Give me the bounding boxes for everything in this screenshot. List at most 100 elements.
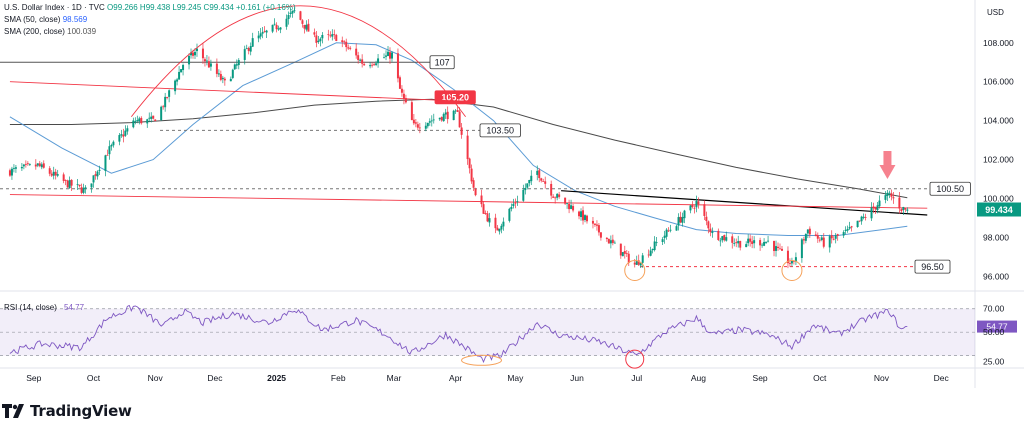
candle-2024-11-25 — [201, 48, 204, 59]
candle-2025-09-30 — [816, 235, 819, 239]
candle-2025-04-16 — [484, 213, 487, 214]
candle-2024-10-28 — [146, 119, 149, 124]
price-tick-label: 108.000 — [983, 38, 1014, 48]
candle-2025-01-29 — [331, 34, 334, 37]
candle-2024-12-09 — [229, 78, 232, 82]
candle-2025-07-18 — [669, 229, 672, 231]
candle-2025-03-04 — [398, 77, 401, 89]
candle-2024-12-31 — [273, 23, 276, 25]
candle-2025-06-10 — [593, 223, 596, 225]
candle-2024-08-28 — [24, 164, 27, 165]
candle-2025-01-22 — [317, 40, 320, 42]
candle-2025-08-26 — [747, 238, 750, 244]
candle-2024-12-02 — [215, 63, 218, 74]
candle-2024-10-31 — [152, 115, 155, 119]
candle-2025-05-30 — [572, 206, 575, 211]
trendline-2 — [9, 81, 462, 102]
candle-2025-05-09 — [530, 175, 533, 182]
candle-2025-05-15 — [542, 181, 545, 182]
candle-2025-08-06 — [707, 221, 710, 229]
candle-2025-01-07 — [287, 15, 290, 20]
last-price-tag — [977, 202, 1021, 217]
candle-2025-09-24 — [804, 233, 807, 241]
candle-2025-01-08 — [289, 12, 292, 14]
candle-2025-05-16 — [544, 181, 547, 184]
level-box-96.50 — [914, 259, 951, 274]
candle-2025-03-11 — [412, 119, 415, 124]
candle-2024-11-07 — [166, 97, 169, 98]
last-price-label: 99.434 — [985, 205, 1013, 215]
candle-2025-08-18 — [731, 236, 734, 243]
candle-2024-10-29 — [148, 117, 151, 119]
candle-2025-07-03 — [639, 263, 642, 266]
candle-2025-05-14 — [540, 178, 543, 181]
candle-2025-06-26 — [625, 253, 628, 255]
candle-2025-05-05 — [522, 189, 525, 201]
candle-2025-10-23 — [862, 216, 865, 218]
candle-2024-10-24 — [138, 118, 141, 122]
candle-2024-12-27 — [265, 30, 268, 33]
candle-2025-10-09 — [834, 235, 837, 239]
candle-2025-03-28 — [446, 111, 449, 120]
candle-2025-07-23 — [679, 216, 682, 223]
time-axis-label: 2025 — [267, 373, 286, 383]
candle-2025-05-07 — [526, 183, 529, 188]
candle-2025-02-05 — [345, 41, 348, 48]
tradingview-brand[interactable]: TradingView — [2, 400, 132, 422]
candle-2024-08-26 — [20, 167, 23, 169]
trendline-1 — [561, 190, 928, 216]
candle-2024-11-12 — [176, 79, 179, 82]
candle-2025-09-25 — [806, 229, 809, 234]
rsi-pane[interactable]: RSI (14, close) 54.77 54.77 — [0, 303, 1017, 369]
candle-2025-06-12 — [597, 225, 600, 233]
candle-2025-02-27 — [389, 52, 391, 59]
candle-2025-01-28 — [329, 35, 332, 37]
candle-2024-10-18 — [126, 128, 129, 132]
candle-2024-11-19 — [190, 52, 193, 56]
candle-2025-03-27 — [444, 112, 447, 115]
candle-2024-09-25 — [80, 187, 83, 193]
candle-2025-10-07 — [830, 235, 833, 239]
candle-2025-06-09 — [591, 220, 594, 224]
candle-2024-11-11 — [174, 80, 177, 92]
candle-2025-02-20 — [375, 63, 378, 65]
candle-2025-07-30 — [693, 207, 696, 209]
candle-2024-12-23 — [257, 35, 260, 39]
candle-2025-07-22 — [677, 217, 680, 226]
candle-2025-11-10 — [898, 197, 901, 209]
time-axis-label: Dec — [207, 373, 223, 383]
candle-2024-12-30 — [271, 24, 274, 32]
candle-2025-08-25 — [745, 244, 748, 248]
candle-2025-07-31 — [695, 200, 698, 208]
time-axis-label: Nov — [874, 373, 890, 383]
candle-2024-09-26 — [82, 187, 85, 193]
candle-2025-07-11 — [655, 242, 658, 244]
candle-2025-02-10 — [355, 48, 358, 56]
candle-2024-10-11 — [112, 141, 115, 146]
candle-2025-03-24 — [438, 117, 441, 120]
time-axis-label: Apr — [449, 373, 462, 383]
level-label-107: 107 — [435, 57, 450, 67]
candle-2024-09-03 — [36, 163, 39, 166]
candle-2025-08-14 — [723, 235, 726, 241]
candle-2025-08-27 — [749, 238, 752, 242]
candle-2024-10-17 — [124, 130, 127, 136]
candle-2025-11-04 — [886, 192, 889, 196]
candle-2025-04-23 — [498, 228, 501, 232]
candle-2025-01-03 — [279, 27, 282, 30]
candle-2024-11-26 — [203, 59, 206, 62]
sma50-legend[interactable]: SMA (50, close) 98.569 — [4, 15, 87, 25]
time-axis-label: Dec — [934, 373, 950, 383]
level-box-103.50 — [479, 123, 521, 138]
candle-2025-09-05 — [767, 240, 770, 242]
candle-2025-01-27 — [327, 34, 330, 36]
sma200-legend[interactable]: SMA (200, close) 100.039 — [4, 27, 96, 37]
candle-2024-09-16 — [62, 174, 65, 181]
price-tick-label: 96.000 — [983, 271, 1009, 281]
candle-2024-12-20 — [251, 38, 254, 47]
candlestick-series — [8, 7, 909, 269]
candle-2025-02-28 — [390, 52, 393, 59]
rsi-oversold-circle — [625, 349, 645, 369]
candle-2025-08-01 — [697, 201, 700, 205]
